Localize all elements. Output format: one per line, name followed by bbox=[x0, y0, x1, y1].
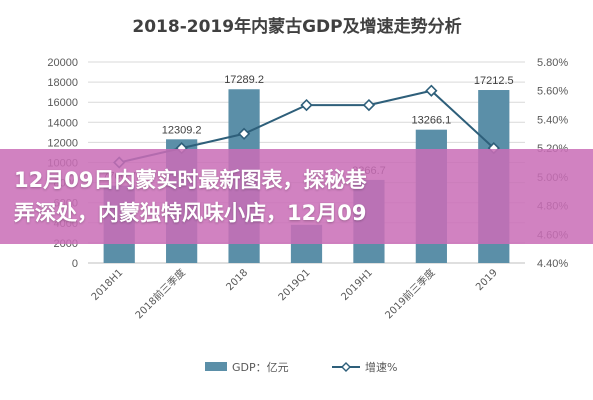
x-axis-tick: 2019Q1 bbox=[277, 267, 313, 303]
left-axis-tick: 12000 bbox=[47, 137, 78, 149]
chart-title: 2018-2019年内蒙古GDP及增速走势分析 bbox=[132, 16, 461, 37]
x-axis-tick: 2019 bbox=[474, 267, 500, 293]
left-axis-tick: 0 bbox=[72, 258, 78, 270]
right-axis-tick: 5.40% bbox=[537, 114, 568, 126]
right-axis-tick: 5.60% bbox=[537, 86, 568, 98]
line-point-marker bbox=[300, 98, 313, 112]
banner-line-2: 弄深处，内蒙独特风味小店，12月09 bbox=[14, 200, 367, 225]
line-point-marker bbox=[237, 127, 251, 140]
x-axis-ticks: 2018H1 2018前三季度 2018 2019Q1 2019H1 2019前三季度 20… bbox=[90, 266, 500, 321]
line-point-marker bbox=[425, 84, 438, 97]
legend-line-label: 增速% bbox=[365, 360, 397, 374]
left-axis-tick: 14000 bbox=[47, 117, 78, 129]
x-axis-tick: 2019H1 bbox=[339, 267, 375, 303]
left-axis-tick: 20000 bbox=[47, 57, 78, 69]
banner-line-1: 12月09日内蒙实时最新图表，探秘巷 bbox=[14, 167, 367, 192]
line-point-marker bbox=[362, 98, 376, 112]
legend-bar-swatch bbox=[205, 362, 227, 371]
bar-data-label: 12309.2 bbox=[162, 124, 202, 136]
left-axis-tick: 18000 bbox=[47, 77, 78, 89]
x-axis-tick: 2018前三季度 bbox=[132, 266, 187, 321]
legend-line-marker bbox=[341, 362, 351, 372]
overlay-banner: 12月09日内蒙实时最新图表，探秘巷 弄深处，内蒙独特风味小店，12月09 bbox=[0, 149, 593, 244]
x-axis-tick: 2018H1 bbox=[90, 267, 126, 303]
x-axis-tick: 2018 bbox=[224, 267, 250, 293]
left-axis-tick: 16000 bbox=[47, 97, 78, 109]
right-axis-tick: 5.80% bbox=[537, 57, 568, 69]
legend-bar-label: GDP：亿元 bbox=[232, 361, 289, 374]
bar-data-label: 17289.2 bbox=[224, 74, 264, 86]
legend: GDP：亿元 增速% bbox=[205, 360, 397, 374]
right-axis-tick: 4.40% bbox=[537, 258, 568, 270]
x-axis-tick: 2019前三季度 bbox=[382, 266, 437, 321]
bar-data-label: 13266.1 bbox=[411, 115, 451, 127]
bar-data-label: 17212.5 bbox=[474, 75, 514, 87]
